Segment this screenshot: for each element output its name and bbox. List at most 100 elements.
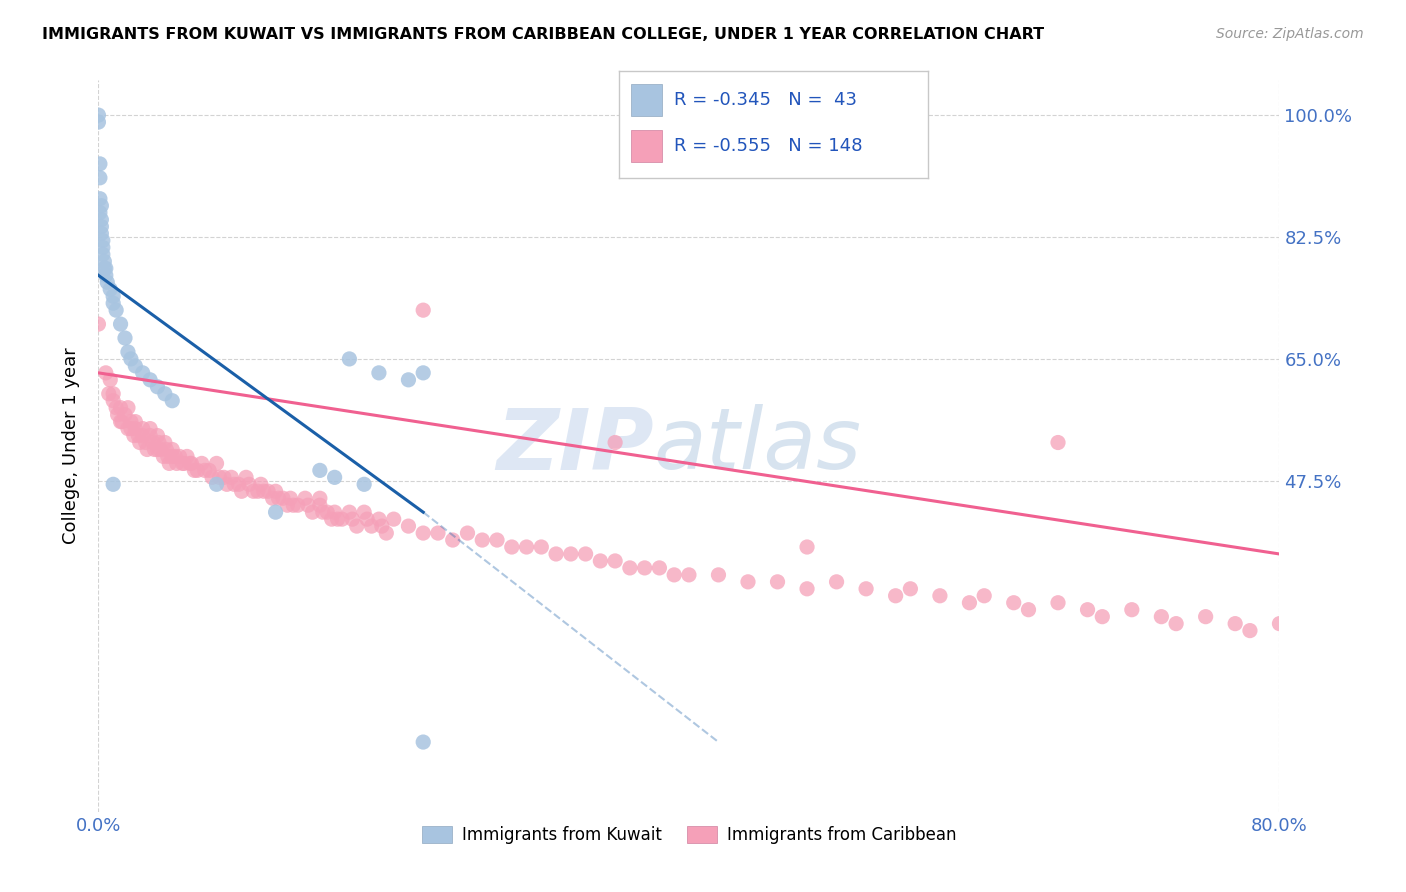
Point xyxy=(221,470,243,484)
Point xyxy=(110,317,132,331)
Point xyxy=(97,386,120,401)
Point xyxy=(91,240,114,254)
Point xyxy=(166,457,188,471)
Point xyxy=(139,428,162,442)
Point xyxy=(183,463,205,477)
Point xyxy=(132,428,155,442)
Point xyxy=(262,491,284,506)
Point xyxy=(162,450,183,464)
Point xyxy=(122,428,145,442)
Point xyxy=(238,477,260,491)
Point xyxy=(146,442,169,457)
Point xyxy=(271,491,294,506)
Point xyxy=(457,526,479,541)
Point xyxy=(1239,624,1261,638)
Point xyxy=(339,505,361,519)
Point xyxy=(560,547,582,561)
Point xyxy=(120,421,142,435)
Point xyxy=(87,317,110,331)
Point xyxy=(152,450,174,464)
Point xyxy=(855,582,877,596)
Point xyxy=(94,366,117,380)
Point xyxy=(103,386,125,401)
Point xyxy=(796,582,818,596)
Point xyxy=(280,491,302,506)
Point xyxy=(135,435,157,450)
Point xyxy=(371,519,394,533)
Point xyxy=(90,219,112,234)
Text: Source: ZipAtlas.com: Source: ZipAtlas.com xyxy=(1216,27,1364,41)
Point xyxy=(103,296,125,310)
Point xyxy=(321,512,343,526)
Point xyxy=(179,457,201,471)
Point xyxy=(884,589,907,603)
Point xyxy=(242,484,264,499)
Point xyxy=(90,212,112,227)
Point xyxy=(149,442,172,457)
Point xyxy=(516,540,538,554)
Point xyxy=(90,199,112,213)
Point xyxy=(205,477,228,491)
Point xyxy=(589,554,612,568)
Text: R = -0.345   N =  43: R = -0.345 N = 43 xyxy=(675,91,858,109)
Point xyxy=(1046,435,1070,450)
Point xyxy=(929,589,952,603)
Text: IMMIGRANTS FROM KUWAIT VS IMMIGRANTS FROM CARIBBEAN COLLEGE, UNDER 1 YEAR CORREL: IMMIGRANTS FROM KUWAIT VS IMMIGRANTS FRO… xyxy=(42,27,1045,42)
Point xyxy=(201,470,224,484)
Point xyxy=(117,345,139,359)
Point xyxy=(89,157,111,171)
Point xyxy=(309,498,332,512)
Point xyxy=(412,526,434,541)
Point xyxy=(120,415,142,429)
Point xyxy=(1046,596,1070,610)
Point xyxy=(412,735,434,749)
Point xyxy=(1166,616,1188,631)
Point xyxy=(309,463,332,477)
Point xyxy=(186,463,208,477)
Point xyxy=(287,498,309,512)
Point xyxy=(1018,603,1040,617)
Point xyxy=(312,505,335,519)
Point xyxy=(87,108,110,122)
Point xyxy=(110,401,132,415)
Point xyxy=(89,205,111,219)
Text: atlas: atlas xyxy=(654,404,862,488)
Point xyxy=(215,477,238,491)
Point xyxy=(172,457,194,471)
Point xyxy=(973,589,995,603)
Point xyxy=(98,373,121,387)
Point xyxy=(89,170,111,185)
Point xyxy=(124,415,146,429)
Point xyxy=(162,442,183,457)
Point xyxy=(737,574,759,589)
Point xyxy=(339,351,361,366)
Point xyxy=(1091,609,1114,624)
Point xyxy=(441,533,464,547)
Point xyxy=(323,470,346,484)
Point xyxy=(111,415,134,429)
Point xyxy=(283,498,305,512)
Point xyxy=(198,463,221,477)
Point xyxy=(176,450,198,464)
Point xyxy=(231,484,253,499)
Point xyxy=(153,386,176,401)
Point xyxy=(375,526,398,541)
Point xyxy=(471,533,494,547)
Point xyxy=(146,380,169,394)
Legend: Immigrants from Kuwait, Immigrants from Caribbean: Immigrants from Kuwait, Immigrants from … xyxy=(415,820,963,851)
Point xyxy=(105,303,128,318)
Point xyxy=(1002,596,1025,610)
Point xyxy=(575,547,598,561)
Point xyxy=(94,261,117,276)
Point xyxy=(530,540,553,554)
Point xyxy=(1121,603,1143,617)
Point xyxy=(246,484,269,499)
Point xyxy=(316,505,339,519)
Point xyxy=(634,561,657,575)
Point xyxy=(93,261,115,276)
Point xyxy=(368,512,391,526)
Bar xyxy=(631,130,662,162)
Point xyxy=(486,533,509,547)
Point xyxy=(205,457,228,471)
Point xyxy=(356,512,378,526)
